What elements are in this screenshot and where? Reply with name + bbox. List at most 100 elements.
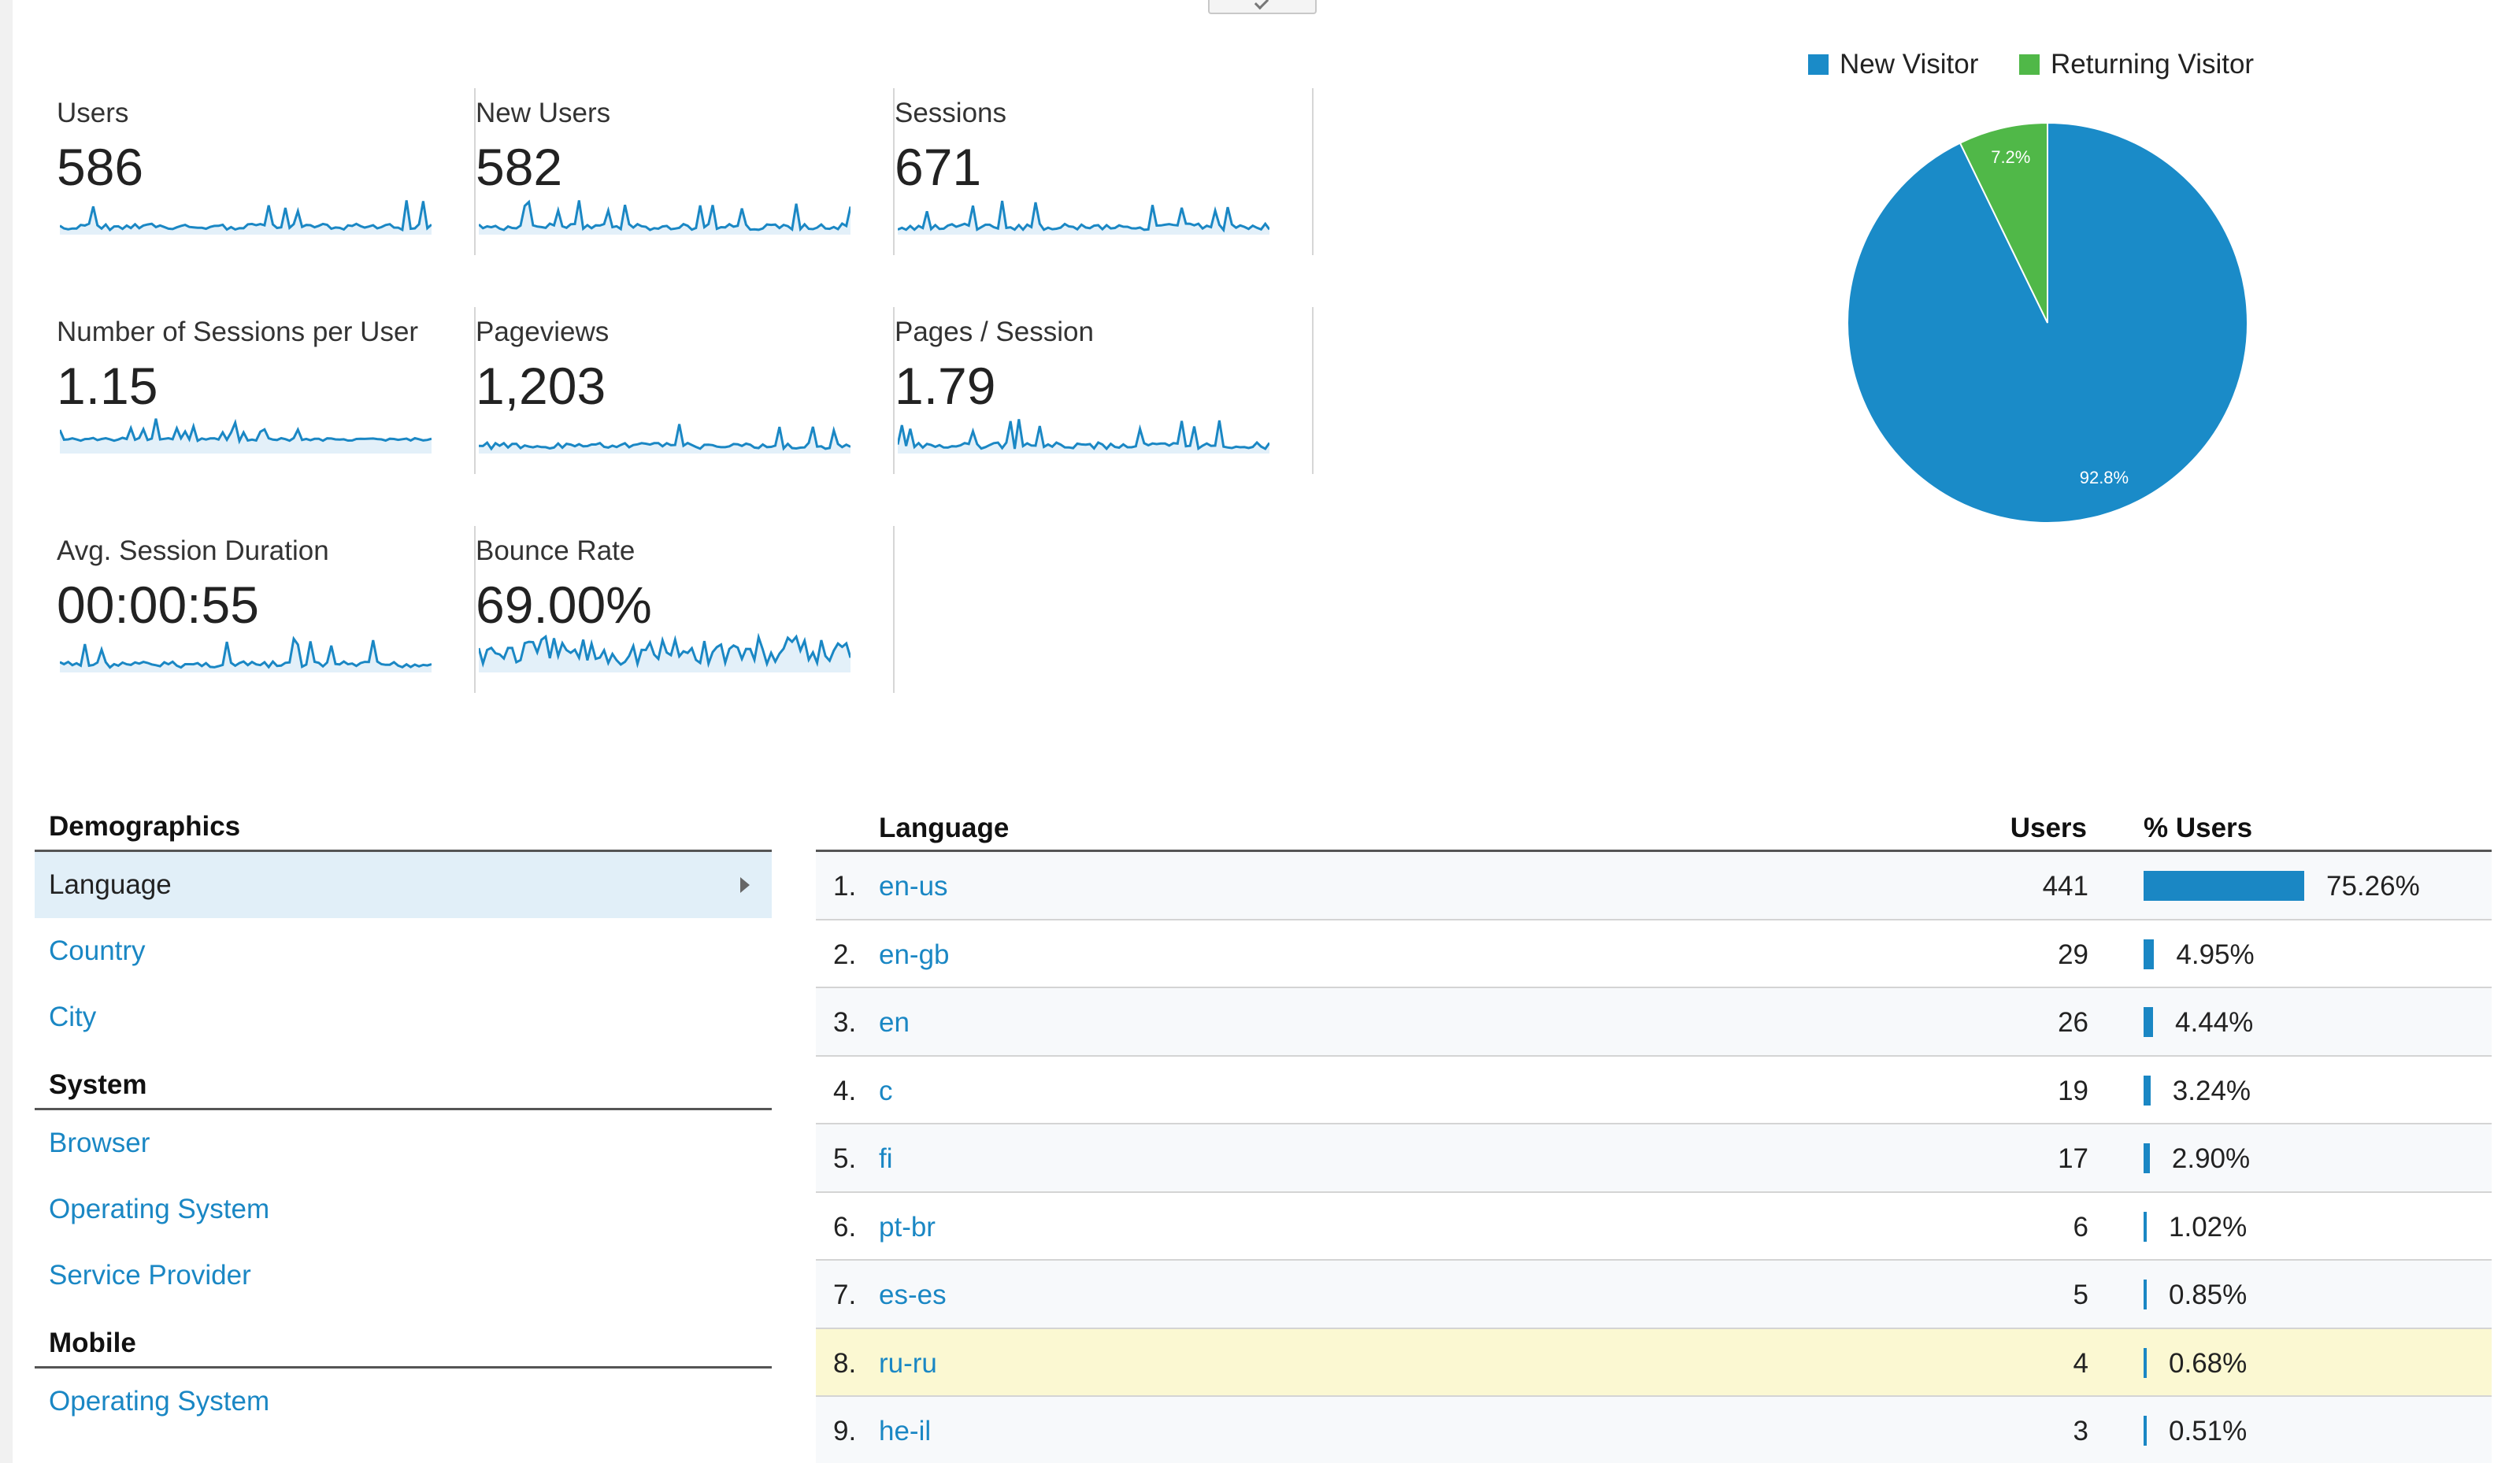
table-row[interactable]: 5. fi 17 2.90% xyxy=(816,1124,2492,1193)
sparkline xyxy=(898,200,1269,235)
nav-item-language[interactable]: Language xyxy=(35,852,772,918)
row-language-link[interactable]: en xyxy=(879,1007,910,1038)
table-header: Language Users % Users xyxy=(816,802,2492,852)
legend-new-visitor[interactable]: New Visitor xyxy=(1808,49,1978,80)
column-header-users[interactable]: Users xyxy=(2010,813,2087,843)
nav-section-system: System xyxy=(35,1060,772,1110)
sparkline-line xyxy=(479,633,850,669)
metric-value: 00:00:55 xyxy=(57,576,259,634)
table-row[interactable]: 6. pt-br 6 1.02% xyxy=(816,1193,2492,1261)
sparkline xyxy=(898,419,1269,454)
nav-item-label: Language xyxy=(49,869,172,900)
metric-label: Users xyxy=(57,98,129,128)
language-table: Language Users % Users 1. en-us 441 75.26% 2… xyxy=(816,802,2492,1463)
caret-right-icon xyxy=(740,877,750,893)
metric-tile-avg-session-duration[interactable]: Avg. Session Duration 00:00:55 xyxy=(57,526,476,693)
row-pct-bar xyxy=(2144,1347,2147,1378)
row-language-link[interactable]: fi xyxy=(879,1143,893,1174)
sparkline-area xyxy=(60,200,432,235)
row-pct-users: 0.85% xyxy=(2169,1280,2248,1310)
metric-value: 1.15 xyxy=(57,357,158,415)
row-pct-users: 1.02% xyxy=(2169,1211,2248,1243)
sparkline-line xyxy=(479,424,850,451)
table-row[interactable]: 4. c 19 3.24% xyxy=(816,1057,2492,1124)
row-rank: 3. xyxy=(833,1007,857,1038)
row-language-link[interactable]: ru-ru xyxy=(879,1347,937,1379)
row-pct-bar xyxy=(2144,1007,2153,1037)
sparkline-area xyxy=(898,419,1269,454)
metric-tile-pages-per-session[interactable]: Pages / Session 1.79 xyxy=(895,307,1314,474)
metric-label: Pages / Session xyxy=(895,317,1094,347)
column-header-pct-users[interactable]: % Users xyxy=(2144,813,2253,843)
row-pct-users: 0.51% xyxy=(2169,1416,2248,1446)
metric-value: 69.00% xyxy=(476,576,652,634)
row-pct-users: 4.95% xyxy=(2176,939,2255,970)
row-pct-bar xyxy=(2144,871,2304,901)
table-row[interactable]: 8. ru-ru 4 0.68% xyxy=(816,1328,2492,1397)
row-language-link[interactable]: en-us xyxy=(879,871,948,902)
legend-swatch xyxy=(2019,54,2040,75)
pie-slice-label: 7.2% xyxy=(1991,147,2030,167)
sparkline xyxy=(60,200,432,235)
demographics-nav: Demographics Language Country City Syste… xyxy=(35,802,772,1435)
metric-value: 671 xyxy=(895,138,982,196)
metric-tile-bounce-rate[interactable]: Bounce Rate 69.00% xyxy=(476,526,895,693)
row-pct-bar xyxy=(2144,1280,2147,1309)
row-language-link[interactable]: c xyxy=(879,1075,893,1106)
nav-item-browser[interactable]: Browser xyxy=(49,1128,150,1158)
row-rank: 4. xyxy=(833,1075,857,1106)
row-rank: 8. xyxy=(833,1347,857,1379)
row-language-link[interactable]: es-es xyxy=(879,1280,947,1310)
table-row[interactable]: 7. es-es 5 0.85% xyxy=(816,1261,2492,1329)
pie-slice-returning-visitor[interactable] xyxy=(1959,121,2048,324)
row-rank: 6. xyxy=(833,1211,857,1243)
nav-item-mobile-operating-system[interactable]: Operating System xyxy=(49,1386,270,1417)
nav-section-demographics: Demographics xyxy=(35,802,772,852)
sparkline-line xyxy=(898,200,1269,233)
sparkline-line xyxy=(60,635,432,669)
row-users: 29 xyxy=(2058,939,2088,970)
nav-item-operating-system[interactable]: Operating System xyxy=(49,1194,270,1224)
table-row[interactable]: 9. he-il 3 0.51% xyxy=(816,1397,2492,1463)
metric-tile-pageviews[interactable]: Pageviews 1,203 xyxy=(476,307,895,474)
nav-item-country[interactable]: Country xyxy=(49,935,146,966)
metric-tile-sessions-per-user[interactable]: Number of Sessions per User 1.15 xyxy=(57,307,476,474)
sparkline-line xyxy=(60,418,432,445)
table-row[interactable]: 1. en-us 441 75.26% xyxy=(816,852,2492,920)
metric-tile-new-users[interactable]: New Users 582 xyxy=(476,88,895,255)
metric-tile-sessions[interactable]: Sessions 671 xyxy=(895,88,1314,255)
row-rank: 5. xyxy=(833,1143,857,1174)
nav-item-service-provider[interactable]: Service Provider xyxy=(49,1260,251,1291)
visitor-type-pie-chart: 92.8% 7.2% xyxy=(1847,121,2248,524)
column-header-language[interactable]: Language xyxy=(879,813,1010,843)
legend-label: Returning Visitor xyxy=(2051,49,2255,80)
row-rank: 9. xyxy=(833,1416,857,1446)
legend-returning-visitor[interactable]: Returning Visitor xyxy=(2019,49,2254,80)
row-users: 5 xyxy=(2073,1280,2088,1310)
sparkline-line xyxy=(479,199,850,232)
nav-item-city[interactable]: City xyxy=(49,1002,97,1032)
table-row[interactable]: 3. en 26 4.44% xyxy=(816,988,2492,1057)
legend-swatch xyxy=(1808,54,1829,75)
row-language-link[interactable]: pt-br xyxy=(879,1211,936,1243)
metric-tile-users[interactable]: Users 586 xyxy=(57,88,476,255)
chevron-down-icon xyxy=(1254,0,1269,10)
metric-label: Pageviews xyxy=(476,317,610,347)
row-pct-users: 75.26% xyxy=(2326,871,2420,902)
row-pct-users: 3.24% xyxy=(2172,1075,2251,1106)
metric-label: Number of Sessions per User xyxy=(57,317,419,347)
sparkline xyxy=(60,635,432,672)
table-row[interactable]: 2. en-gb 29 4.95% xyxy=(816,920,2492,988)
left-panel-edge xyxy=(0,0,13,1463)
row-language-link[interactable]: en-gb xyxy=(879,939,950,970)
row-users: 4 xyxy=(2073,1347,2088,1379)
row-language-link[interactable]: he-il xyxy=(879,1416,932,1446)
metric-value: 582 xyxy=(476,138,563,196)
metric-value: 586 xyxy=(57,138,144,196)
row-rank: 1. xyxy=(833,871,857,902)
row-pct-bar xyxy=(2144,1416,2147,1446)
row-pct-bar xyxy=(2144,1143,2150,1173)
row-users: 6 xyxy=(2073,1211,2088,1243)
collapse-handle[interactable] xyxy=(1208,0,1317,14)
